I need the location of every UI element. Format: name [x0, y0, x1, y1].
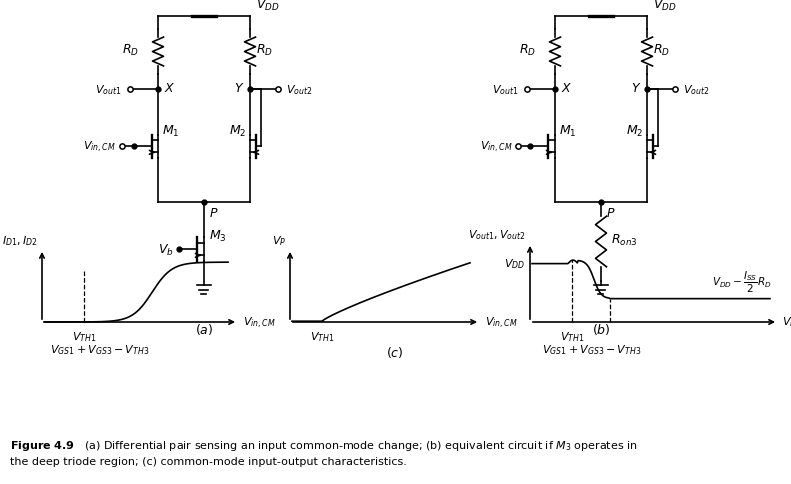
Text: $V_{TH1}$: $V_{TH1}$	[310, 329, 335, 343]
Text: $V_{out2}$: $V_{out2}$	[683, 83, 710, 97]
Text: $(b)$: $(b)$	[592, 322, 611, 337]
Text: $R_D$: $R_D$	[122, 43, 139, 58]
Text: $V_{in,CM}$: $V_{in,CM}$	[243, 315, 275, 330]
Text: $R_D$: $R_D$	[519, 43, 536, 58]
Text: $(a)$: $(a)$	[195, 322, 214, 337]
Text: $V_b$: $V_b$	[158, 242, 173, 257]
Text: $M_2$: $M_2$	[229, 123, 246, 139]
Text: $M_3$: $M_3$	[209, 228, 227, 243]
Text: $V_{out2}$: $V_{out2}$	[286, 83, 312, 97]
Text: $(c)$: $(c)$	[386, 345, 403, 360]
Text: $V_{DD}$: $V_{DD}$	[504, 257, 525, 271]
Text: $V_P$: $V_P$	[272, 234, 286, 247]
Text: $V_{out1}, V_{out2}$: $V_{out1}, V_{out2}$	[468, 228, 526, 242]
Text: $V_{in,CM}$: $V_{in,CM}$	[83, 139, 115, 154]
Text: $Y$: $Y$	[233, 82, 244, 95]
Text: $M_1$: $M_1$	[162, 123, 180, 139]
Text: the deep triode region; (c) common-mode input-output characteristics.: the deep triode region; (c) common-mode …	[10, 456, 407, 466]
Text: $X$: $X$	[164, 82, 176, 95]
Text: $P$: $P$	[606, 207, 615, 220]
Text: $P$: $P$	[209, 207, 218, 220]
Text: $Y$: $Y$	[630, 82, 641, 95]
Text: $V_{GS1} + V_{GS3} - V_{TH3}$: $V_{GS1} + V_{GS3} - V_{TH3}$	[51, 342, 149, 356]
Text: $X$: $X$	[561, 82, 573, 95]
Text: $V_{DD}$: $V_{DD}$	[256, 0, 279, 13]
Text: $R_D$: $R_D$	[653, 43, 670, 58]
Text: $I_{D1}, I_{D2}$: $I_{D1}, I_{D2}$	[2, 234, 38, 247]
Text: $V_{in,CM}$: $V_{in,CM}$	[782, 315, 791, 330]
Text: $V_{in,CM}$: $V_{in,CM}$	[485, 315, 517, 330]
Text: $V_{TH1}$: $V_{TH1}$	[72, 329, 97, 343]
Text: $V_{DD}$: $V_{DD}$	[653, 0, 676, 13]
Text: $V_{in,CM}$: $V_{in,CM}$	[480, 139, 513, 154]
Text: $R_{on3}$: $R_{on3}$	[611, 232, 638, 247]
Text: $V_{out1}$: $V_{out1}$	[493, 83, 519, 97]
Text: $V_{DD}-\dfrac{I_{SS}}{2}R_D$: $V_{DD}-\dfrac{I_{SS}}{2}R_D$	[713, 269, 772, 294]
Text: $V_{TH1}$: $V_{TH1}$	[560, 329, 585, 343]
Text: $R_D$: $R_D$	[256, 43, 273, 58]
Text: $\mathbf{Figure\ 4.9}$   (a) Differential pair sensing an input common-mode chan: $\mathbf{Figure\ 4.9}$ (a) Differential …	[10, 438, 638, 452]
Text: $M_1$: $M_1$	[559, 123, 577, 139]
Text: $V_{out1}$: $V_{out1}$	[96, 83, 122, 97]
Text: $V_{GS1} + V_{GS3} - V_{TH3}$: $V_{GS1} + V_{GS3} - V_{TH3}$	[543, 342, 642, 356]
Text: $M_2$: $M_2$	[626, 123, 643, 139]
